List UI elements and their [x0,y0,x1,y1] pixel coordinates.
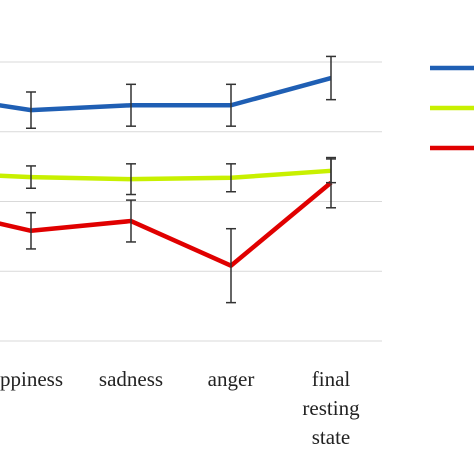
error-bar [326,55,336,101]
x-tick-label: sadness [99,367,163,391]
error-bar [26,165,36,189]
error-bar [126,199,136,243]
error-bar [226,227,236,304]
series-line [0,180,333,268]
series-line [0,75,332,113]
series-line [0,168,332,182]
error-bar [226,83,236,127]
error-bar [126,163,136,196]
x-tick-label: final resting state [302,367,360,449]
error-bar [126,83,136,127]
error-bar [226,163,236,193]
x-tick-label: anger [208,367,255,391]
x-tick-label: ppiness [0,367,63,391]
error-bar [26,211,36,250]
error-bar [26,91,36,130]
error-bar [326,156,336,209]
